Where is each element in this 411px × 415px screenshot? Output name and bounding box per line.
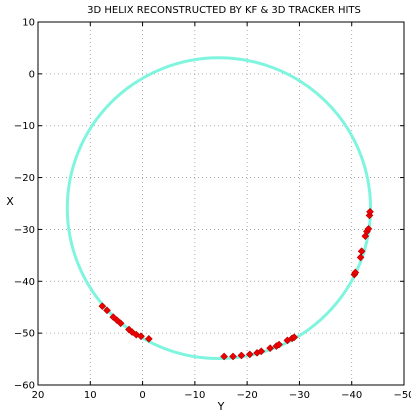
tracker-hit-marker — [137, 332, 145, 341]
ticks: 20 10 0 −10 −20 −30 −40 −50 10 0 −10 −20 −30 −40 −50 −6… — [14, 18, 411, 402]
x-tick-label: −30 — [289, 390, 310, 401]
y-tick-label: −60 — [14, 381, 35, 392]
tracker-hit-marker — [98, 302, 107, 311]
y-tick-label: −40 — [14, 277, 35, 288]
x-tick-label: −20 — [237, 390, 258, 401]
tracker-hit-marker — [357, 247, 366, 256]
tracker-hit-marker — [245, 350, 254, 359]
x-tick-label: 20 — [32, 390, 45, 401]
chart-title: 3D HELIX RECONSTRUCTED BY KF & 3D TRACKE… — [87, 5, 361, 16]
tracker-hit-marker — [103, 306, 111, 315]
tracker-hit-marker — [266, 344, 274, 353]
x-tick-label: −10 — [184, 390, 205, 401]
y-tick-label: 0 — [29, 69, 35, 80]
helix-circle — [65, 56, 373, 361]
tracker-hit-marker — [290, 333, 299, 342]
tracker-hit-marker — [257, 347, 266, 356]
tracker-hit-marker — [366, 207, 374, 216]
x-tick-label: 0 — [139, 390, 145, 401]
tracker-hit-marker — [109, 313, 118, 321]
y-tick-label: −50 — [14, 329, 35, 340]
tracker-hit-marker — [364, 225, 373, 233]
x-tick-label: −50 — [393, 390, 411, 401]
plot-frame — [37, 21, 405, 386]
plot-area — [65, 56, 374, 361]
x-axis-label: Y — [217, 400, 225, 413]
x-tick-label: 10 — [84, 390, 97, 401]
tracker-hit-marker — [229, 352, 237, 361]
tracker-hit-marker — [351, 268, 360, 277]
x-tick-label: −40 — [341, 390, 362, 401]
y-tick-label: −20 — [14, 173, 35, 184]
y-tick-label: −10 — [14, 121, 35, 132]
y-tick-label: 10 — [22, 18, 35, 29]
tracker-hit-marker — [116, 319, 125, 328]
tracker-hit-marker — [128, 328, 136, 336]
tracker-hit-marker — [356, 253, 365, 262]
grid — [38, 22, 404, 385]
tracker-hit-marker — [237, 351, 246, 360]
y-axis-label: X — [6, 195, 14, 208]
y-tick-label: −30 — [14, 225, 35, 236]
tracker-hit-marker — [220, 352, 228, 361]
tracker-hit-marker — [145, 335, 153, 343]
tracker-hit-marker — [275, 340, 283, 349]
